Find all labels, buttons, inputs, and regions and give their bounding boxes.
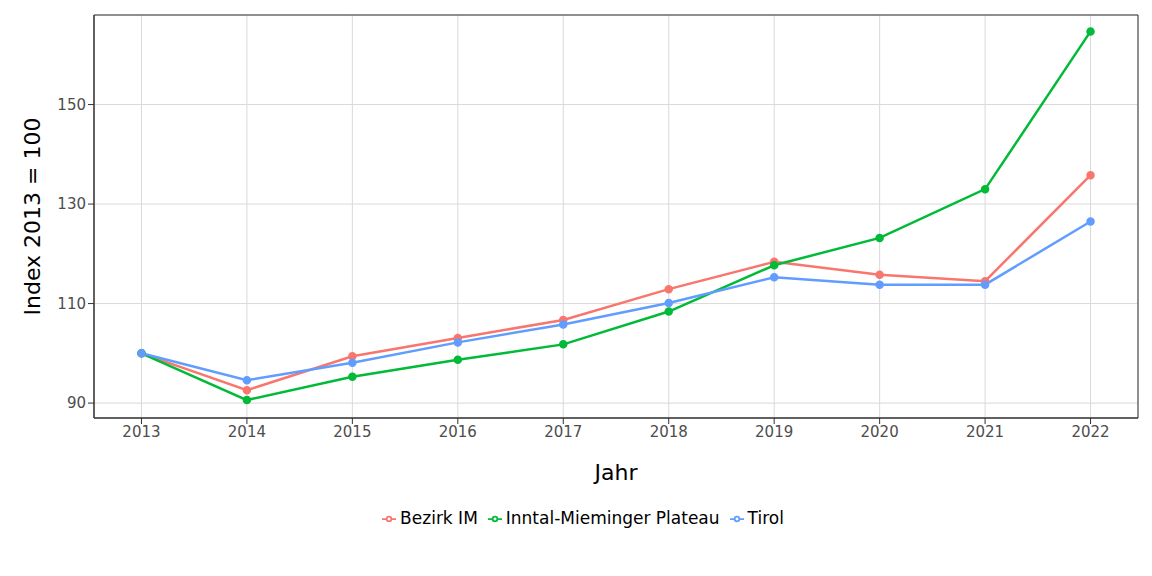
svg-text:2015: 2015	[333, 423, 371, 441]
html-text:Bezirk IM: Bezirk IM	[400, 508, 478, 528]
svg-text:2014: 2014	[228, 423, 266, 441]
svg-text:Jahr: Jahr	[593, 460, 639, 485]
svg-text:2016: 2016	[439, 423, 477, 441]
svg-text:Index 2013 = 100: Index 2013 = 100	[20, 118, 45, 316]
html-text:Inntal-Mieminger Plateau: Inntal-Mieminger Plateau	[505, 508, 720, 528]
svg-text:2013: 2013	[122, 423, 160, 441]
svg-text:2017: 2017	[544, 423, 582, 441]
svg-text:130: 130	[57, 195, 86, 213]
svg-text:2022: 2022	[1071, 423, 1109, 441]
svg-text:2018: 2018	[650, 423, 688, 441]
svg-text:150: 150	[57, 96, 86, 114]
svg-text:90: 90	[67, 394, 86, 412]
svg-text:2020: 2020	[861, 423, 899, 441]
svg-text:110: 110	[57, 295, 86, 313]
svg-text:2021: 2021	[966, 423, 1004, 441]
html-text:Tirol: Tirol	[747, 508, 784, 528]
svg-text:2019: 2019	[755, 423, 793, 441]
